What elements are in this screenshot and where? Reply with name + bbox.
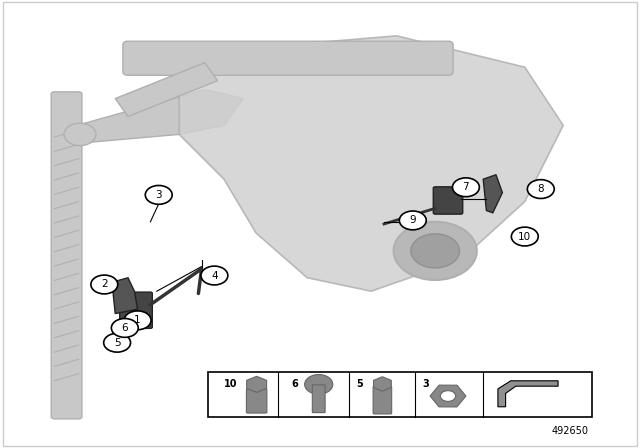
Circle shape	[64, 123, 96, 146]
Text: 8: 8	[538, 184, 544, 194]
Circle shape	[452, 178, 479, 197]
FancyBboxPatch shape	[123, 41, 453, 75]
Circle shape	[305, 375, 333, 394]
Polygon shape	[115, 63, 218, 116]
Text: 3: 3	[423, 379, 429, 389]
FancyBboxPatch shape	[246, 389, 267, 413]
Text: 2: 2	[101, 280, 108, 289]
Polygon shape	[498, 381, 558, 407]
FancyBboxPatch shape	[120, 292, 152, 328]
FancyBboxPatch shape	[433, 187, 463, 214]
Circle shape	[440, 391, 456, 401]
Circle shape	[104, 333, 131, 352]
Circle shape	[411, 234, 460, 268]
Text: 6: 6	[291, 379, 298, 389]
Circle shape	[111, 319, 138, 337]
Text: 10: 10	[518, 232, 531, 241]
Text: 7: 7	[463, 182, 469, 192]
Polygon shape	[179, 36, 563, 291]
Circle shape	[511, 227, 538, 246]
FancyBboxPatch shape	[373, 386, 392, 414]
Text: 3: 3	[156, 190, 162, 200]
Circle shape	[145, 185, 172, 204]
Circle shape	[394, 222, 477, 280]
Text: 10: 10	[223, 379, 237, 389]
Polygon shape	[112, 278, 138, 314]
Circle shape	[91, 275, 118, 294]
Text: 5: 5	[114, 338, 120, 348]
Text: 6: 6	[122, 323, 128, 333]
Circle shape	[201, 266, 228, 285]
Text: 5: 5	[356, 379, 363, 389]
FancyBboxPatch shape	[51, 92, 82, 419]
Text: 9: 9	[410, 215, 416, 225]
Polygon shape	[77, 90, 243, 143]
Circle shape	[527, 180, 554, 198]
Circle shape	[399, 211, 426, 230]
Circle shape	[124, 311, 151, 330]
Text: 492650: 492650	[552, 426, 589, 436]
Polygon shape	[483, 175, 502, 213]
FancyBboxPatch shape	[208, 372, 592, 417]
FancyBboxPatch shape	[312, 385, 325, 413]
Text: 1: 1	[134, 315, 141, 325]
Text: 4: 4	[211, 271, 218, 280]
